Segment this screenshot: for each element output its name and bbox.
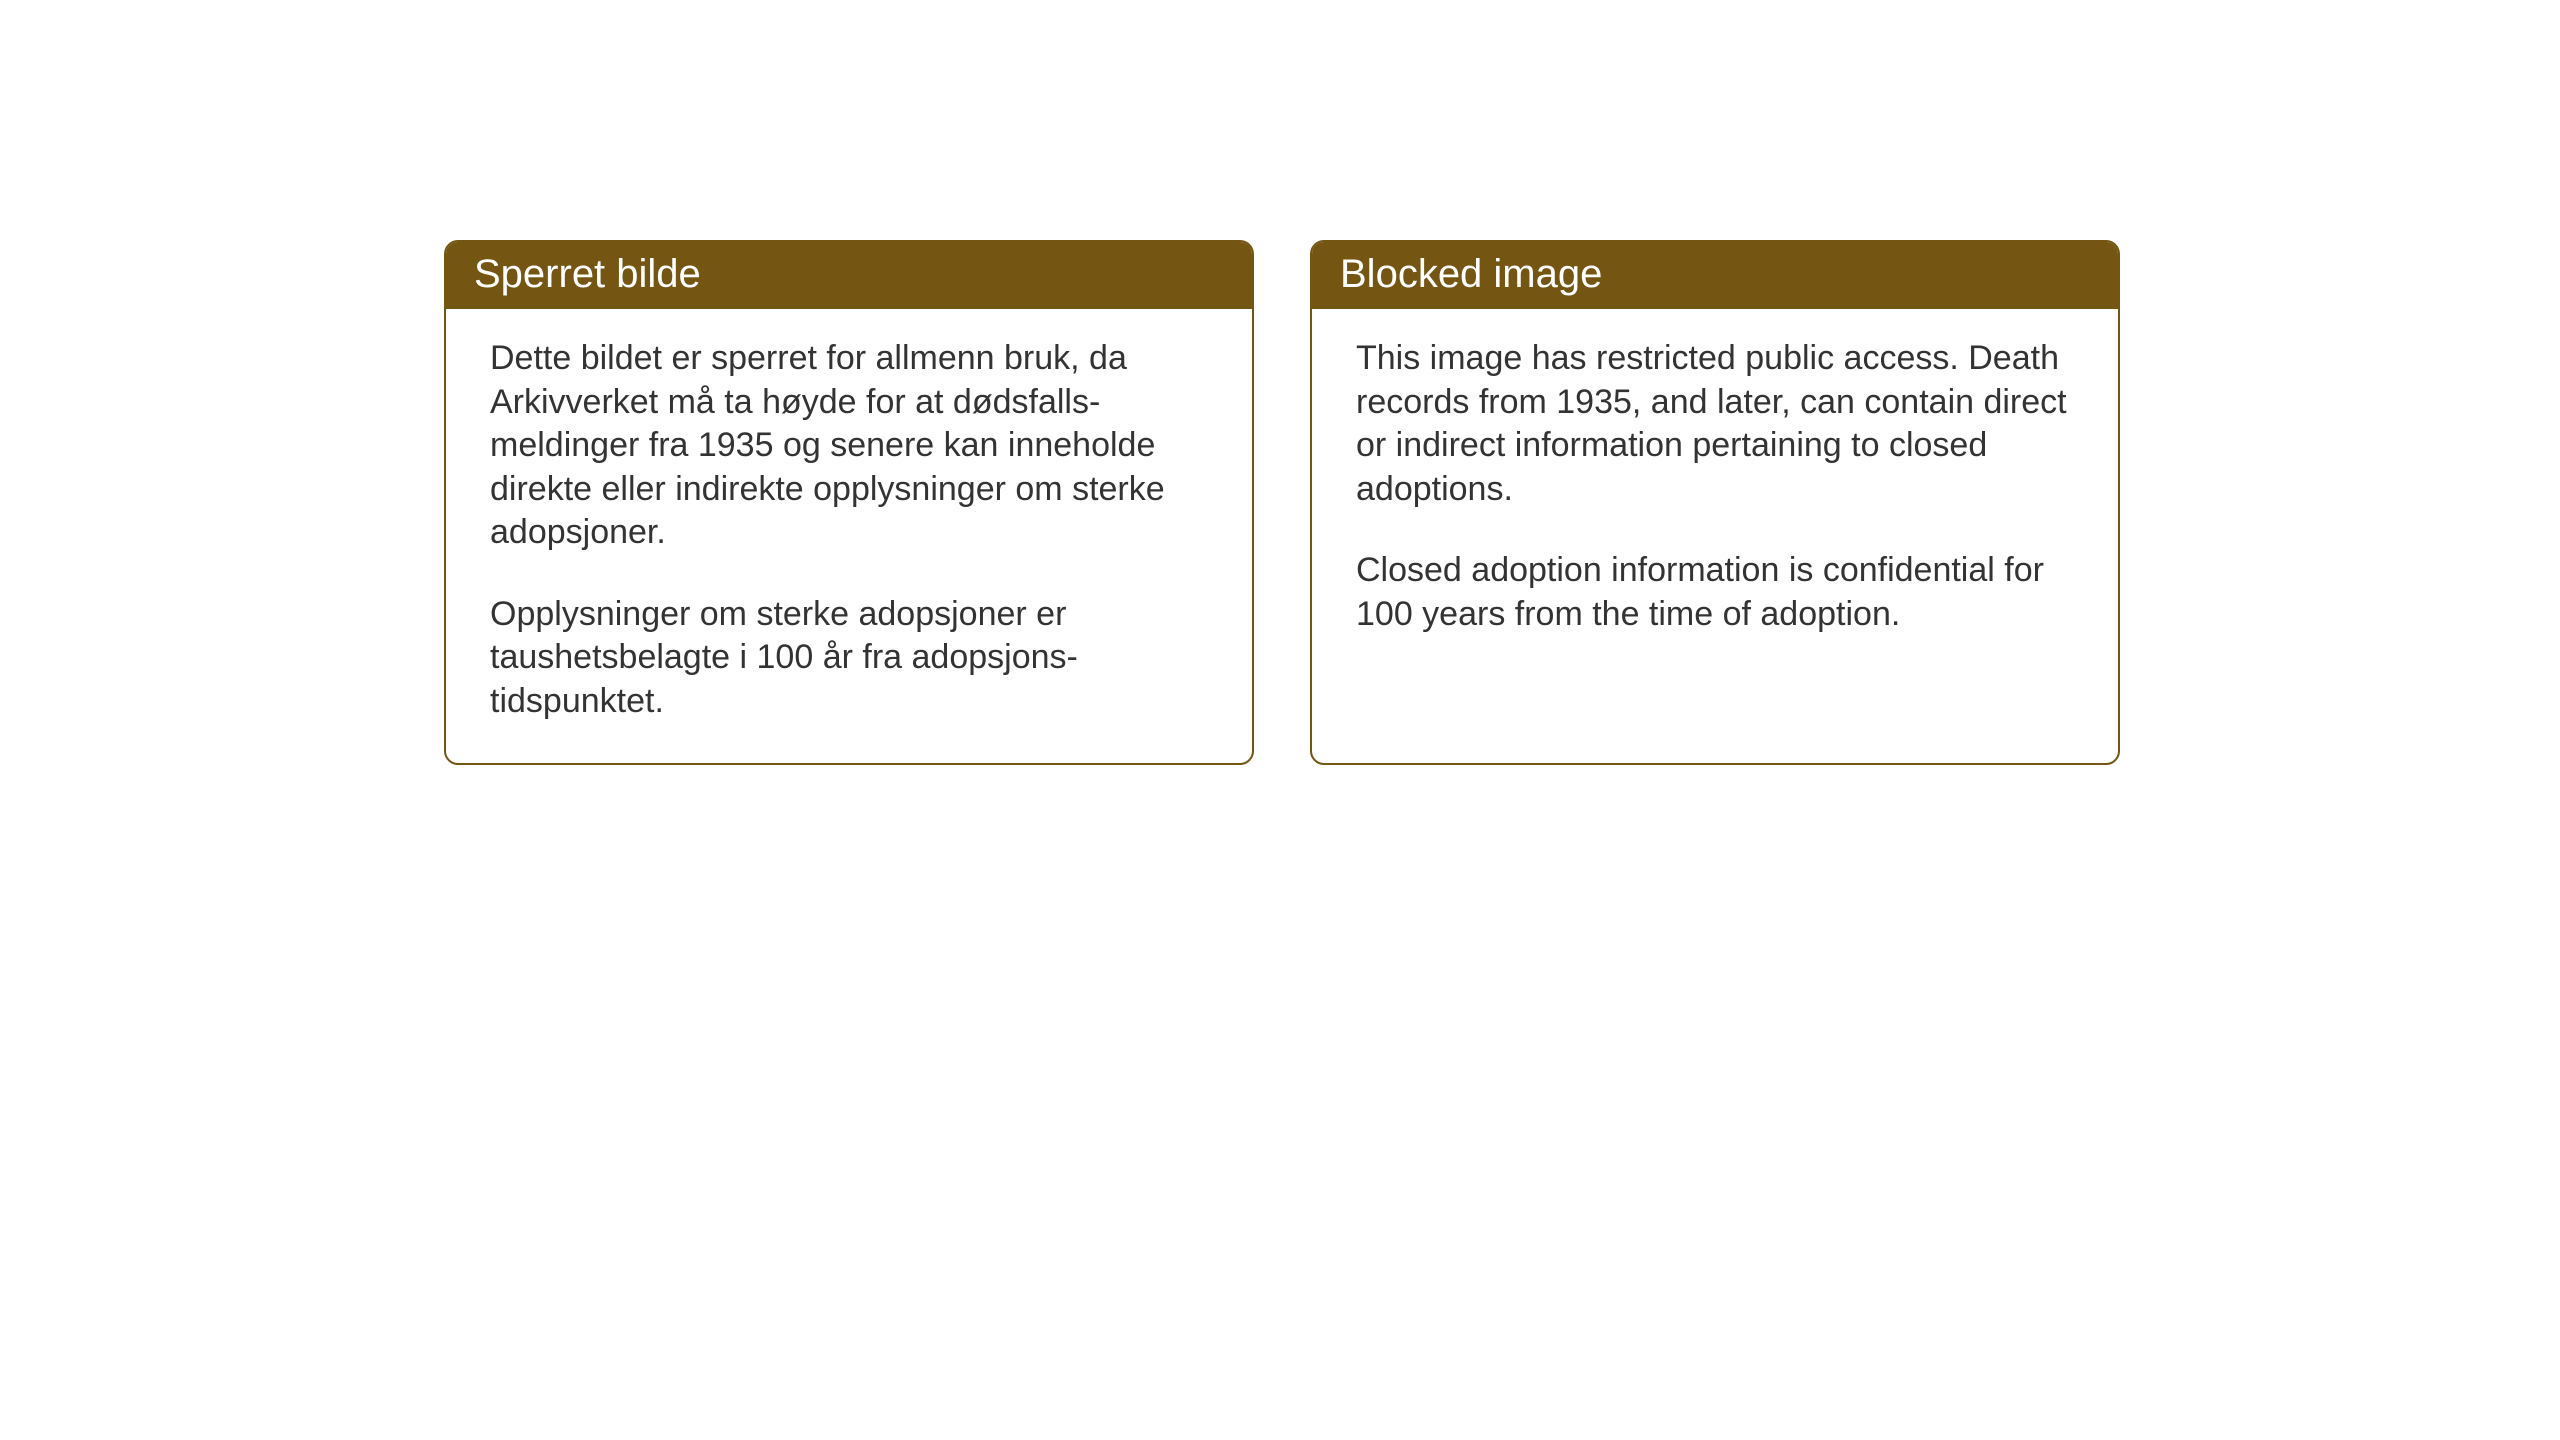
notice-header-english: Blocked image (1312, 242, 2118, 309)
notice-paragraph-2-norwegian: Opplysninger om sterke adopsjoner er tau… (490, 593, 1208, 724)
notice-body-norwegian: Dette bildet er sperret for allmenn bruk… (446, 309, 1252, 763)
notice-paragraph-1-norwegian: Dette bildet er sperret for allmenn bruk… (490, 337, 1208, 555)
notice-container: Sperret bilde Dette bildet er sperret fo… (0, 0, 2560, 765)
notice-body-english: This image has restricted public access.… (1312, 309, 2118, 676)
notice-paragraph-1-english: This image has restricted public access.… (1356, 337, 2074, 511)
notice-paragraph-2-english: Closed adoption information is confident… (1356, 549, 2074, 636)
notice-header-norwegian: Sperret bilde (446, 242, 1252, 309)
notice-card-norwegian: Sperret bilde Dette bildet er sperret fo… (444, 240, 1254, 765)
notice-card-english: Blocked image This image has restricted … (1310, 240, 2120, 765)
notice-title-norwegian: Sperret bilde (474, 252, 701, 296)
notice-title-english: Blocked image (1340, 252, 1602, 296)
